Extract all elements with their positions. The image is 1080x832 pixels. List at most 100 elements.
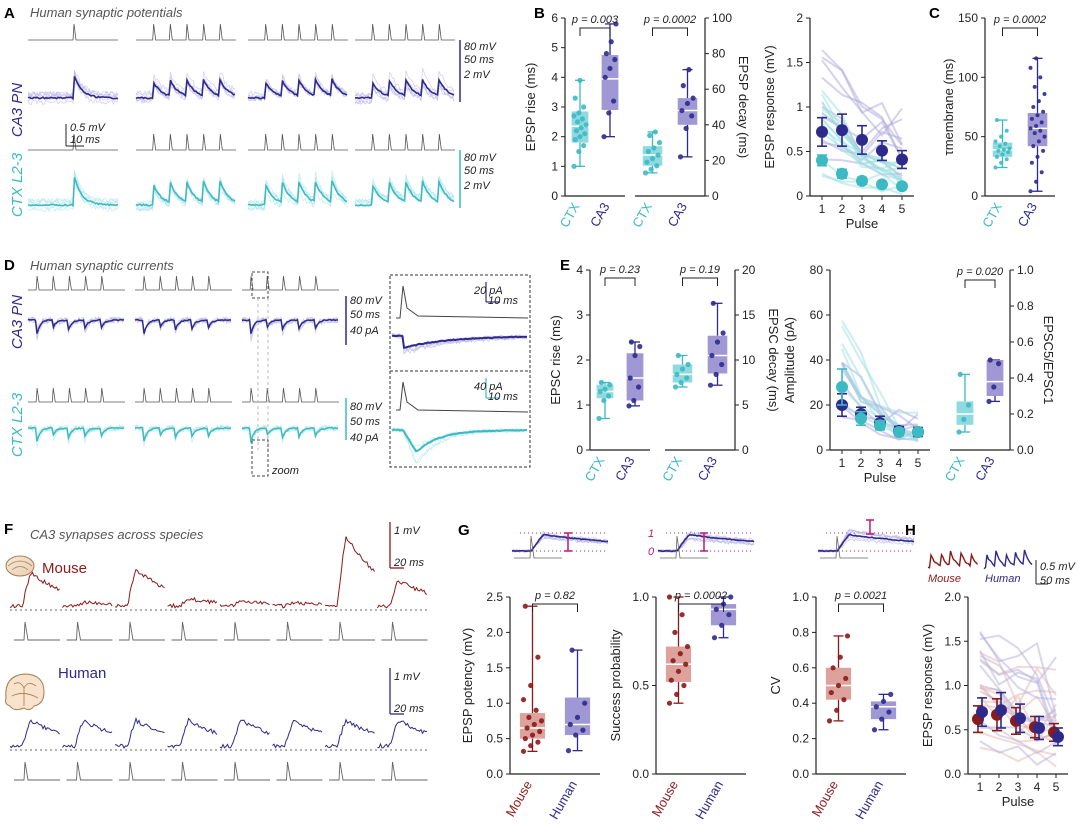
y-tick-label: 0: [712, 189, 719, 203]
data-point: [579, 116, 586, 122]
data-point: [996, 148, 1001, 153]
y-tick-label: 0: [742, 443, 749, 457]
y-tick-label: 0.0: [944, 767, 961, 781]
panel-G-insets: [511, 519, 915, 559]
panel-F-scalebar-mouse: 1 mV 20 ms: [389, 522, 424, 569]
data-point: [567, 721, 573, 728]
individual-trace: [979, 740, 1057, 766]
individual-sweep: [354, 83, 455, 105]
individual-trace: [979, 731, 1057, 756]
stimulus-trace: [660, 535, 708, 559]
x-tick-label: 5: [899, 202, 906, 216]
inset-average: [391, 334, 527, 349]
zoom-box-bottom: [251, 439, 269, 477]
stimulus-trace: [119, 621, 165, 641]
y-axis-label: τmembrane (ms): [941, 59, 956, 156]
panel-label-G: G: [458, 522, 470, 539]
data-point: [880, 698, 887, 705]
y-tick-label: 0.0: [632, 767, 649, 781]
label-human: Human: [58, 665, 106, 682]
individual-trace: [979, 651, 1057, 708]
category-label: Mouse: [503, 778, 536, 819]
data-point: [575, 119, 581, 125]
human-train-trace: [983, 549, 1033, 570]
p-value: p = 0.0002: [674, 590, 727, 602]
chart-G1: 0.0 0.5 1.0 1.5 2.0 2.5 EPSP potency (mV) Mouse…: [460, 590, 600, 822]
y-tick-label: 1.5: [944, 634, 961, 648]
average-trace: [27, 76, 119, 101]
data-point: [649, 156, 656, 162]
stimulus-trace: [171, 761, 218, 781]
y-axis-label: EPSC5/EPSC1: [1041, 316, 1056, 405]
data-point: [888, 691, 894, 697]
epsp-trace: [114, 716, 165, 749]
y-axis-label: Amplitude (pA): [782, 317, 797, 403]
chart-B1: 0 1 2 3 4 5 6 EPSP rise (ms) CTX CA3 p = 0.003: [523, 11, 625, 230]
data-point: [577, 134, 583, 140]
data-point: [826, 718, 833, 724]
individual-trace: [979, 725, 1057, 742]
data-point: [828, 689, 834, 696]
epsp-trace: [114, 568, 165, 608]
y-tick-label: 150: [958, 11, 978, 25]
individual-trace: [841, 363, 919, 443]
stimulus-trace: [242, 387, 339, 403]
individual-sweep: [657, 532, 755, 553]
mean-point-ctx: [876, 178, 888, 191]
data-point: [628, 339, 635, 345]
data-point: [574, 714, 581, 720]
svg-text:80 mV: 80 mV: [464, 152, 497, 164]
y-tick-label: 80: [810, 263, 824, 277]
svg-text:1 mV: 1 mV: [394, 525, 421, 537]
data-point: [666, 700, 673, 706]
data-point: [1039, 170, 1044, 175]
inset-scalebar-top: 20 pA 10 ms: [473, 282, 518, 307]
data-point: [690, 95, 696, 101]
y-tick-label: 0.0: [486, 767, 503, 781]
average-trace: [817, 533, 915, 553]
mean-point-ctx: [855, 412, 867, 425]
x-tick-label: 4: [896, 456, 903, 470]
average-trace: [135, 426, 232, 442]
data-point: [572, 137, 578, 143]
panel-label-E: E: [560, 257, 570, 274]
data-point: [709, 352, 715, 359]
stimulus-trace: [248, 133, 348, 151]
data-point: [675, 352, 681, 359]
data-point: [684, 643, 691, 650]
data-point: [1042, 91, 1047, 96]
mouse-train-trace: [927, 550, 979, 569]
y-tick-label: 5: [551, 41, 558, 55]
data-point: [598, 379, 605, 386]
row-label-d-ctx: CTX L2-3: [9, 392, 26, 457]
individual-trace: [979, 632, 1057, 685]
data-point: [679, 107, 685, 114]
y-tick-label: 0: [971, 189, 978, 203]
data-point: [597, 388, 603, 395]
x-tick-label: 1: [839, 456, 846, 470]
y-tick-label: 0.0: [1017, 443, 1034, 457]
mean-point-ca3: [856, 133, 868, 146]
stimulus-trace: [136, 133, 236, 151]
individual-trace: [821, 141, 903, 162]
data-point: [583, 122, 589, 128]
category-label: Mouse: [649, 778, 682, 819]
data-point: [1028, 126, 1033, 131]
average-trace: [657, 534, 755, 553]
p-value: p = 0.19: [679, 264, 720, 276]
data-point: [573, 732, 579, 738]
data-point: [582, 700, 588, 706]
data-point: [1041, 109, 1046, 114]
data-point: [1001, 147, 1006, 152]
panel-D-title: Human synaptic currents: [30, 258, 174, 273]
box: [870, 701, 897, 720]
stimulus-trace: [329, 621, 375, 641]
data-point: [886, 709, 892, 715]
category-label: Human: [546, 778, 580, 822]
data-point: [674, 691, 680, 697]
chart-C: 0 50 100 150 τmembrane (ms) CTX CA3 p = 0.0002: [941, 11, 1055, 230]
svg-text:0.5 mV: 0.5 mV: [70, 122, 107, 134]
H-label-human: Human: [985, 573, 1020, 585]
x-tick-label: 1: [819, 202, 826, 216]
